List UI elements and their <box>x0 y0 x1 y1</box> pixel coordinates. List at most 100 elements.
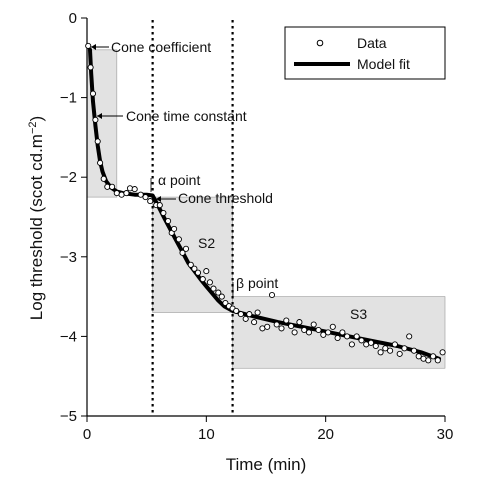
data-point <box>89 90 97 97</box>
y-tick-label: −3 <box>60 249 77 266</box>
data-points-layer <box>85 42 446 364</box>
data-point <box>358 337 365 344</box>
data-point <box>310 321 317 328</box>
data-point <box>344 333 351 340</box>
x-tick-label: 0 <box>83 426 91 443</box>
y-axis-label-main: Log threshold (scot cd.m <box>27 134 46 320</box>
y-tick-label: 0 <box>69 10 77 27</box>
data-point <box>301 326 308 334</box>
x-tick-label: 20 <box>317 426 334 443</box>
dotted-lines <box>151 20 234 416</box>
data-point <box>100 175 107 182</box>
data-point <box>391 341 398 348</box>
data-point <box>377 349 384 356</box>
data-point <box>291 329 298 336</box>
y-axis-label: Log threshold (scot cd.m−2) <box>27 116 46 320</box>
data-point <box>215 289 222 296</box>
data-point <box>156 202 163 209</box>
y-axis-label-close: ) <box>27 116 46 122</box>
data-point <box>410 347 418 354</box>
annotation-s2: S2 <box>198 235 215 251</box>
data-point <box>131 186 138 193</box>
data-point <box>242 315 249 322</box>
data-point <box>268 291 276 299</box>
data-point <box>137 191 144 198</box>
annotation-cone-coefficient: Cone coefficient <box>111 39 211 55</box>
data-point <box>210 285 217 292</box>
annotation--point: α point <box>158 172 200 188</box>
annotation-arrow-head <box>156 196 161 202</box>
data-point <box>94 138 101 145</box>
data-point <box>320 331 327 338</box>
data-point <box>329 323 336 330</box>
legend-fit-label: Model fit <box>357 56 410 72</box>
data-point <box>434 357 441 364</box>
data-point <box>237 311 244 318</box>
y-tick-label: −2 <box>60 169 77 186</box>
data-point <box>246 311 253 318</box>
legend: Data Model fit <box>284 26 446 80</box>
data-point <box>353 333 360 340</box>
data-point <box>179 249 186 256</box>
axes: 0 −1 −2 −3 −4 −5 0 10 20 30 <box>60 10 453 443</box>
data-point <box>233 307 240 314</box>
annotation-cone-threshold: Cone threshold <box>178 190 273 206</box>
data-point <box>348 341 355 348</box>
data-point <box>191 265 198 272</box>
annotation-cone-time-constant: Cone time constant <box>126 108 247 124</box>
data-point <box>288 323 295 330</box>
legend-data-marker <box>316 39 324 47</box>
data-point <box>415 353 422 360</box>
data-point <box>401 345 408 352</box>
data-point <box>315 326 322 334</box>
data-point <box>199 276 206 283</box>
x-tick-label: 10 <box>198 426 215 443</box>
legend-box <box>284 26 446 80</box>
x-axis-label: Time (min) <box>226 455 307 474</box>
legend-data-label: Data <box>357 35 387 51</box>
data-point <box>382 345 389 352</box>
annotations: Cone coefficient Cone time constant α poin… <box>91 39 367 322</box>
data-point <box>387 347 394 354</box>
data-point <box>334 334 341 342</box>
data-point <box>97 159 104 166</box>
data-point <box>406 333 413 340</box>
data-point <box>187 261 194 268</box>
annotation-s3: S3 <box>350 306 367 322</box>
y-tick-label: −5 <box>60 408 77 425</box>
data-point <box>439 349 446 356</box>
data-point <box>160 209 167 217</box>
data-point <box>264 323 271 330</box>
data-point <box>142 194 149 201</box>
data-point <box>218 293 225 300</box>
data-point <box>87 64 94 71</box>
data-point <box>203 268 210 275</box>
data-point <box>85 42 92 49</box>
data-point <box>339 329 346 336</box>
data-point <box>296 319 303 326</box>
data-point <box>254 309 261 316</box>
data-point <box>109 183 116 190</box>
y-tick-label: −4 <box>60 328 77 345</box>
annotation-arrow-head <box>97 113 102 119</box>
data-point <box>305 329 313 336</box>
data-point <box>251 319 258 326</box>
data-point <box>372 342 379 350</box>
data-point <box>123 190 130 197</box>
data-point <box>396 350 403 357</box>
data-point <box>367 339 375 346</box>
data-point <box>425 357 432 364</box>
annotation--point: β point <box>236 275 278 291</box>
data-point <box>325 329 332 336</box>
y-tick-label: −1 <box>60 90 77 107</box>
data-point <box>171 225 178 232</box>
data-point <box>182 245 190 252</box>
data-point <box>283 317 290 324</box>
data-point <box>147 198 154 205</box>
data-point <box>194 269 202 276</box>
y-axis-label-sup: −2 <box>27 121 39 134</box>
annotation-arrow-head <box>91 44 96 50</box>
data-point <box>273 321 280 328</box>
